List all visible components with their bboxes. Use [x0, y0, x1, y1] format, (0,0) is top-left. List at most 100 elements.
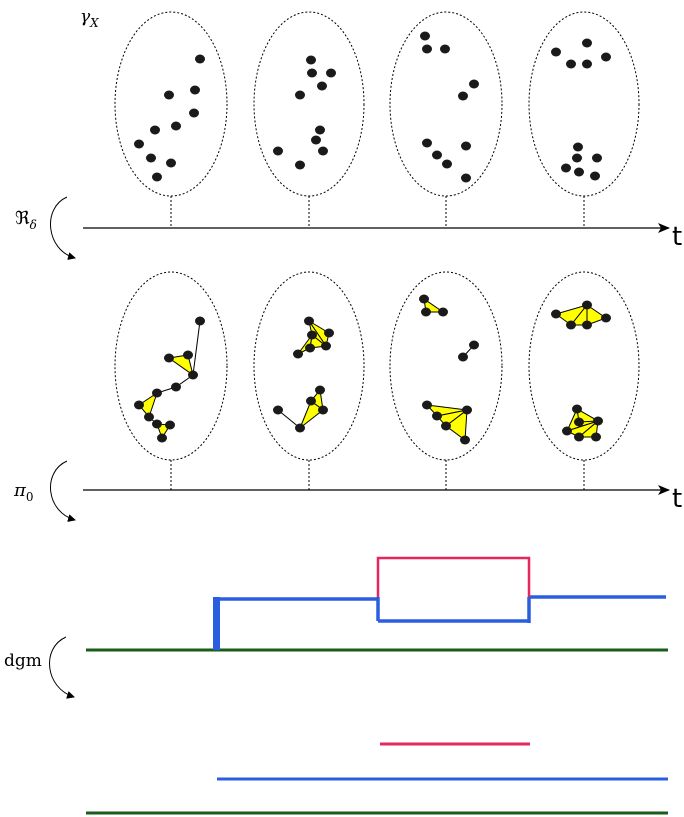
data-point: [166, 158, 176, 168]
data-point: [318, 146, 328, 156]
data-point: [195, 316, 205, 326]
data-point: [469, 340, 479, 350]
data-point: [188, 370, 198, 380]
data-point: [152, 419, 162, 429]
data-point: [551, 47, 561, 57]
barcode: [86, 742, 668, 815]
zigzag-section: dgm: [4, 556, 668, 699]
dgm-label: dgm: [4, 651, 42, 671]
data-point: [421, 307, 431, 317]
time-ellipse: [114, 271, 228, 461]
data-point: [152, 172, 162, 182]
data-point: [273, 146, 283, 156]
data-point: [593, 416, 603, 426]
data-point: [171, 382, 181, 392]
curved-arrow-icon: [50, 460, 76, 522]
data-point: [307, 68, 317, 78]
data-point: [572, 404, 582, 414]
data-point: [295, 423, 305, 433]
data-point: [573, 142, 583, 152]
data-point: [165, 420, 175, 430]
data-point: [171, 121, 181, 131]
data-point: [315, 385, 325, 395]
pink-component-path: [376, 556, 531, 597]
data-point: [592, 153, 602, 163]
data-point: [574, 167, 584, 177]
data-point: [164, 90, 174, 100]
blue-birth-bar: [213, 597, 220, 650]
data-point: [440, 44, 450, 54]
data-point: [460, 435, 470, 445]
data-point: [293, 349, 303, 359]
data-point: [461, 173, 471, 183]
data-point: [152, 388, 162, 398]
time-axis-label: t: [672, 222, 682, 252]
ellipse-group: [114, 11, 640, 228]
data-point: [566, 320, 576, 330]
data-point: [562, 426, 572, 436]
time-ellipse: [114, 11, 228, 197]
data-point: [318, 405, 328, 415]
data-point: [317, 81, 327, 91]
data-point: [441, 421, 451, 431]
data-point: [144, 412, 154, 422]
pi-zero-label: π0: [13, 480, 33, 504]
data-point: [551, 309, 561, 319]
simplex-triangle: [138, 391, 158, 419]
simplex-triangle: [586, 304, 608, 326]
data-point: [422, 400, 432, 410]
data-point: [146, 153, 156, 163]
time-ellipse: [528, 271, 640, 461]
data-point: [321, 341, 331, 351]
simplex-triangle: [445, 408, 468, 441]
time-ellipse: [253, 271, 365, 461]
data-point: [432, 150, 442, 160]
data-point: [195, 54, 205, 64]
data-point: [422, 44, 432, 54]
data-point: [458, 91, 468, 101]
data-point: [469, 79, 479, 89]
data-point: [420, 31, 430, 41]
data-point: [574, 432, 584, 442]
time-axis-label: t: [672, 484, 682, 514]
data-point: [574, 417, 584, 427]
data-point: [438, 307, 448, 317]
gamma-x-label: γX: [80, 7, 99, 30]
rips-operator-label: ℜδ: [15, 208, 37, 232]
curved-arrow-icon: [49, 636, 75, 699]
data-point: [305, 343, 315, 353]
data-point: [157, 433, 167, 443]
data-point: [590, 171, 600, 181]
simplex-triangle: [297, 334, 313, 355]
data-point: [572, 153, 582, 163]
data-point: [582, 300, 592, 310]
points: [134, 31, 611, 183]
data-point: [442, 159, 452, 169]
data-point: [601, 313, 611, 323]
data-point: [324, 328, 334, 338]
data-point: [307, 330, 317, 340]
data-point: [134, 139, 144, 149]
data-point: [273, 405, 283, 415]
data-point: [306, 396, 316, 406]
data-point: [189, 108, 199, 118]
data-point: [190, 85, 200, 95]
data-point: [295, 160, 305, 170]
data-point: [134, 400, 144, 410]
data-point: [601, 52, 611, 62]
point-cloud-row: γX: [15, 7, 682, 260]
simplex-triangle: [577, 419, 599, 438]
data-point: [304, 316, 314, 326]
data-point: [295, 90, 305, 100]
data-point: [582, 59, 592, 69]
data-point: [306, 55, 316, 65]
data-point: [591, 432, 601, 442]
curved-arrow-icon: [50, 196, 76, 260]
simplex-triangle: [298, 400, 324, 430]
data-point: [462, 405, 472, 415]
data-point: [315, 125, 325, 135]
time-ellipse: [253, 11, 365, 197]
simplex-edge: [192, 320, 201, 376]
data-point: [164, 353, 174, 363]
data-point: [458, 352, 468, 362]
